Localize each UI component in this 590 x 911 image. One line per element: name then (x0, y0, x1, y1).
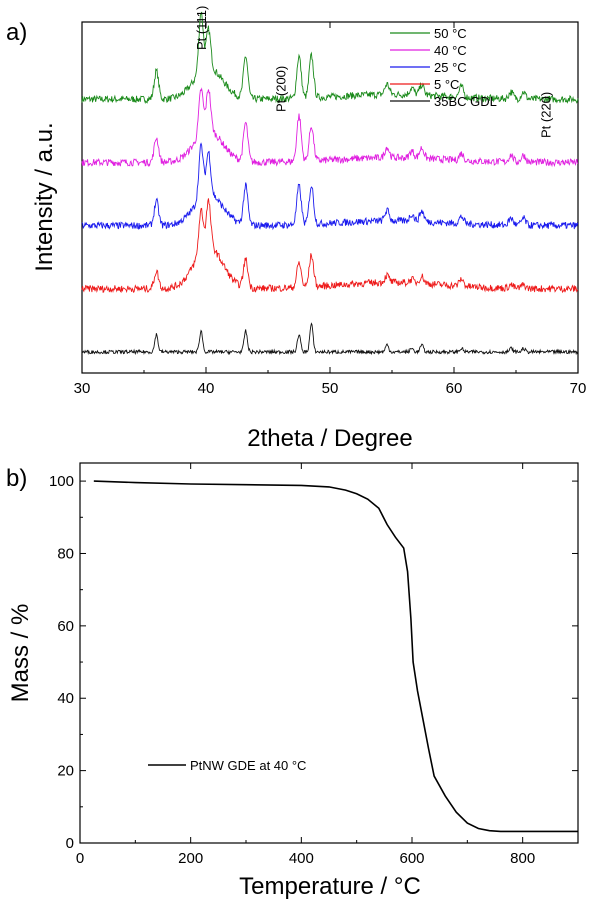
tga-legend-label: PtNW GDE at 40 °C (190, 758, 306, 773)
tga-y-tick-label: 0 (66, 835, 74, 852)
xrd-series-line (81, 322, 579, 356)
xrd-legend-label: 35BC GDL (434, 94, 497, 109)
tga-y-tick-label: 100 (49, 473, 74, 490)
tga-x-tick-label: 0 (76, 850, 84, 867)
xrd-annotations: Pt (111) Pt (200) Pt (220) (194, 6, 554, 138)
xrd-series-line (81, 142, 579, 231)
tga-y-tick-label: 80 (57, 545, 74, 562)
panel-label-b: b) (6, 465, 27, 492)
xrd-x-tick-label: 30 (74, 380, 91, 397)
xrd-series-line (81, 87, 579, 168)
tga-y-tick-label: 20 (57, 763, 74, 780)
xrd-legend-label: 50 °C (434, 26, 467, 41)
tga-series-line (93, 480, 578, 833)
xrd-plot-frame (81, 21, 579, 374)
tga-panel: b) 0 200 400 600 800 0 20 40 60 80 100 PtNW GDE a… (6, 462, 579, 900)
tga-plot-frame (79, 462, 579, 844)
tga-x-axis-title: Temperature / °C (239, 873, 421, 900)
panel-label-a: a) (6, 19, 27, 46)
xrd-peak-annotation: Pt (220) (539, 92, 554, 138)
xrd-x-tick-label: 60 (446, 380, 463, 397)
tga-x-tick-label: 800 (510, 850, 535, 867)
tga-y-axis-title: Mass / % (7, 604, 34, 703)
tga-y-tick-label: 60 (57, 618, 74, 635)
tga-x-tick-label: 400 (289, 850, 314, 867)
tga-series-group (93, 480, 578, 833)
tga-y-axis: 0 20 40 60 80 100 (49, 473, 578, 852)
xrd-legend-label: 5 °C (434, 77, 459, 92)
xrd-series-line (81, 11, 579, 105)
xrd-panel: a) 30 40 50 60 70 Pt (111) Pt (200) Pt (220) 5… (6, 6, 586, 452)
xrd-x-axis-title: 2theta / Degree (247, 425, 412, 452)
xrd-series-group (81, 11, 579, 356)
xrd-peak-annotation: Pt (200) (273, 66, 288, 112)
tga-legend: PtNW GDE at 40 °C (148, 758, 306, 773)
xrd-legend: 50 °C 40 °C 25 °C 5 °C 35BC GDL (390, 26, 497, 109)
tga-x-tick-label: 600 (399, 850, 424, 867)
tga-x-tick-label: 200 (178, 850, 203, 867)
xrd-y-axis-title: Intensity / a.u. (31, 122, 58, 271)
xrd-x-tick-label: 70 (570, 380, 587, 397)
tga-x-axis: 0 200 400 600 800 (76, 463, 535, 867)
xrd-series-line (81, 198, 579, 294)
xrd-x-tick-label: 40 (198, 380, 215, 397)
tga-y-tick-label: 40 (57, 690, 74, 707)
xrd-legend-label: 25 °C (434, 60, 467, 75)
xrd-peak-annotation: Pt (111) (194, 6, 209, 50)
xrd-legend-label: 40 °C (434, 43, 467, 58)
xrd-x-tick-label: 50 (322, 380, 339, 397)
xrd-x-axis: 30 40 50 60 70 (74, 22, 587, 397)
